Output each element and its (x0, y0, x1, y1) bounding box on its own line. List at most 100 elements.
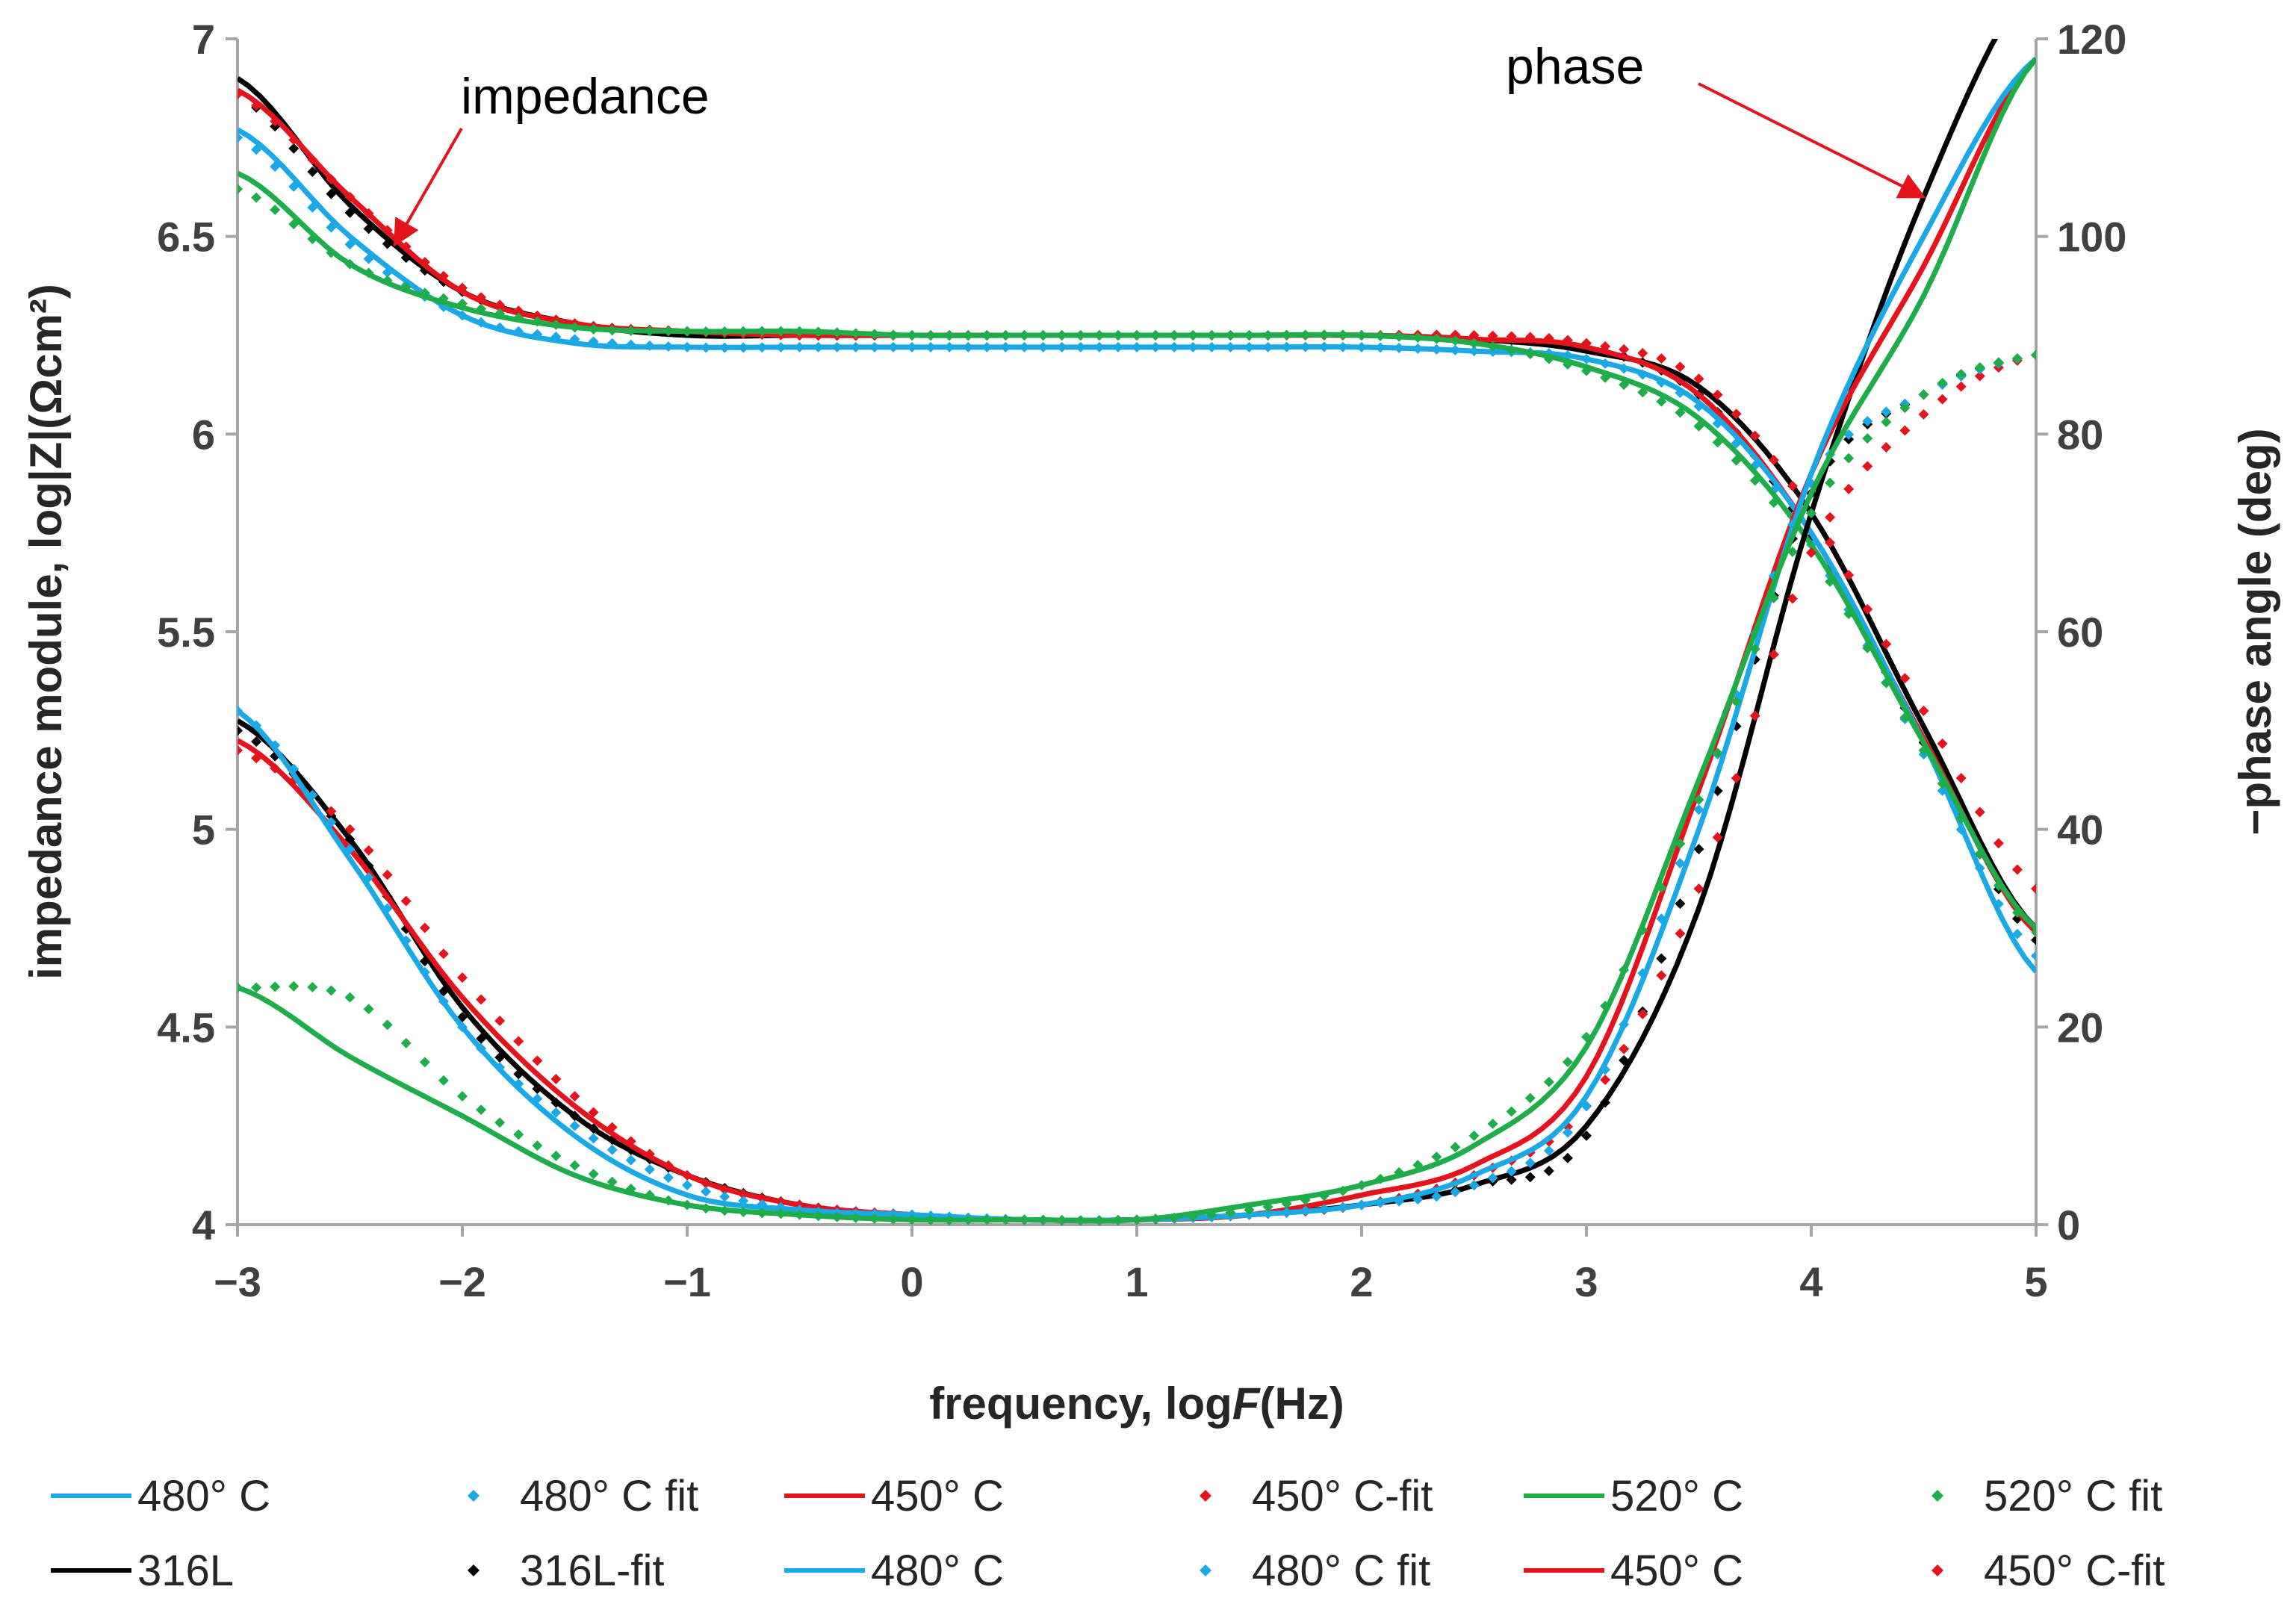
phase-point (1244, 1205, 1255, 1216)
phase-point (476, 1043, 487, 1054)
impedance-point (513, 305, 524, 317)
legend-label: 450° C (871, 1472, 1004, 1520)
impedance-point (1937, 778, 1948, 789)
phase-point (1056, 1214, 1067, 1225)
phase-point (1862, 433, 1873, 444)
phase-point (1356, 1180, 1367, 1191)
impedance-point (1675, 407, 1686, 418)
impedance-point (907, 330, 917, 341)
x-tick-label: −2 (438, 1258, 486, 1305)
annotation-impedance-arrow (393, 128, 463, 247)
impedance-point (1524, 349, 1536, 360)
impedance-point (625, 326, 636, 337)
phase-point (476, 1033, 487, 1044)
impedance-point (1132, 341, 1142, 352)
impedance-point (1375, 342, 1386, 353)
impedance-point (1693, 401, 1704, 412)
tick-labels: −3 −2 −1 0 1 2 3 4 5 4 4.5 5 5.5 6 6.5 7 0 20 40 60 80 100 120 (157, 16, 2126, 1305)
impedance-point (550, 319, 562, 330)
impedance-point (550, 331, 562, 342)
impedance-point (1112, 330, 1123, 341)
impedance-point (326, 247, 337, 258)
impedance-point (1132, 330, 1142, 341)
x-tick-label: 0 (900, 1258, 923, 1305)
phase-point (382, 1019, 393, 1031)
impedance-point (1468, 338, 1480, 349)
phase-point (775, 1202, 786, 1213)
impedance-point (757, 326, 768, 337)
phase-point (457, 1090, 468, 1101)
impedance-point (963, 330, 974, 341)
legend: 480° C 480° C fit 450° C 450° C-fit 520° C 52… (51, 1472, 2165, 1595)
phase-point (588, 1169, 599, 1180)
impedance-point (1506, 344, 1517, 355)
phase-point (400, 1037, 412, 1048)
impedance-point (1693, 420, 1704, 432)
impedance-point (1712, 389, 1723, 400)
legend-entry: 450° C-fit (1932, 1547, 2165, 1595)
legend-entry: 450° C (1524, 1547, 1743, 1595)
legend-label: 480° C fit (520, 1472, 698, 1520)
phase-point (326, 806, 337, 817)
phase-point (1581, 1130, 1592, 1141)
phase-point (1862, 461, 1873, 472)
impedance-point (438, 293, 449, 304)
impedance-point (663, 326, 674, 337)
phase-point (1394, 1196, 1405, 1207)
impedance-point (1412, 332, 1424, 343)
legend-entry: 480° C fit (1200, 1547, 1430, 1595)
impedance-point (1731, 408, 1742, 420)
phase-point (682, 1169, 692, 1181)
impedance-point (1918, 745, 1929, 756)
phase-point (1881, 417, 1892, 428)
y-left-tick-label: 5 (192, 806, 215, 854)
phase-point (625, 1184, 636, 1195)
phase-point (1787, 593, 1798, 604)
phase-point (1019, 1214, 1030, 1225)
impedance-point (1487, 341, 1498, 352)
impedance-point (238, 132, 243, 143)
phase-point (907, 1214, 917, 1225)
phase-point (1675, 928, 1686, 939)
phase-point (1337, 1185, 1348, 1196)
phase-point (1543, 1145, 1554, 1156)
impedance-point (419, 288, 430, 299)
impedance-point (2011, 864, 2023, 875)
phase-point (1524, 1157, 1536, 1169)
phase-point (513, 1036, 524, 1047)
phase-point (344, 992, 356, 1003)
phase-point (1600, 1097, 1611, 1108)
phase-point (1731, 696, 1742, 707)
phase-point (644, 1149, 655, 1160)
impedance-point (1581, 338, 1592, 349)
impedance-line-480-c (238, 127, 2036, 974)
impedance-point (532, 329, 543, 340)
y-left-tick-label: 5.5 (157, 609, 215, 656)
impedance-point (1543, 332, 1554, 344)
impedance-point (2031, 934, 2036, 945)
phase-point (1637, 924, 1648, 936)
phase-point (625, 1136, 636, 1147)
phase-point (513, 1129, 524, 1140)
phase-point (1450, 1187, 1461, 1198)
phase-point (663, 1160, 674, 1171)
phase-point (1562, 1057, 1573, 1068)
phase-point (1712, 832, 1723, 843)
y-right-tick-label: 0 (2057, 1202, 2080, 1249)
impedance-point (1468, 346, 1480, 357)
impedance-point (1993, 898, 2004, 910)
impedance-point (794, 326, 805, 337)
impedance-point (476, 292, 487, 303)
impedance-line-520-c (238, 170, 2036, 930)
impedance-point (363, 208, 374, 219)
phase-point (644, 1190, 655, 1201)
phase-point (400, 895, 412, 907)
legend-marker-swatch (1200, 1564, 1211, 1576)
impedance-line-450-c (238, 87, 2036, 934)
phase-point (1955, 368, 1967, 379)
impedance-point (1300, 329, 1311, 341)
phase-point (494, 1062, 506, 1073)
phase-point (344, 833, 356, 845)
impedance-point (270, 116, 281, 127)
impedance-point (775, 326, 786, 337)
